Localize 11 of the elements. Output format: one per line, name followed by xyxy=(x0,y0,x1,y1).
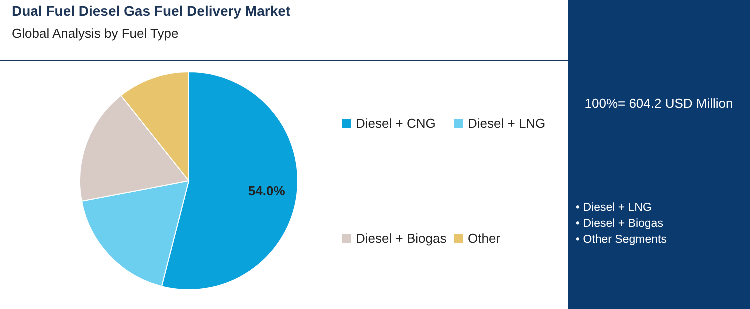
text: • Diesel + Biogas xyxy=(576,217,664,232)
data-label: 54.0% xyxy=(248,183,286,198)
chart-title: Dual Fuel Diesel Gas Fuel Delivery Market xyxy=(12,3,291,19)
text: • Other Segments xyxy=(576,233,667,248)
text: 100%= 604.2 USD Million xyxy=(584,96,734,111)
legend-label: Diesel + CNG xyxy=(356,116,436,131)
legend-label: Diesel + LNG xyxy=(468,116,546,131)
legend-label: Diesel + Biogas xyxy=(356,231,447,246)
text: • Diesel + LNG xyxy=(576,201,653,216)
chart-subtitle: Global Analysis by Fuel Type xyxy=(12,26,179,41)
legend-label: Other xyxy=(468,231,501,246)
